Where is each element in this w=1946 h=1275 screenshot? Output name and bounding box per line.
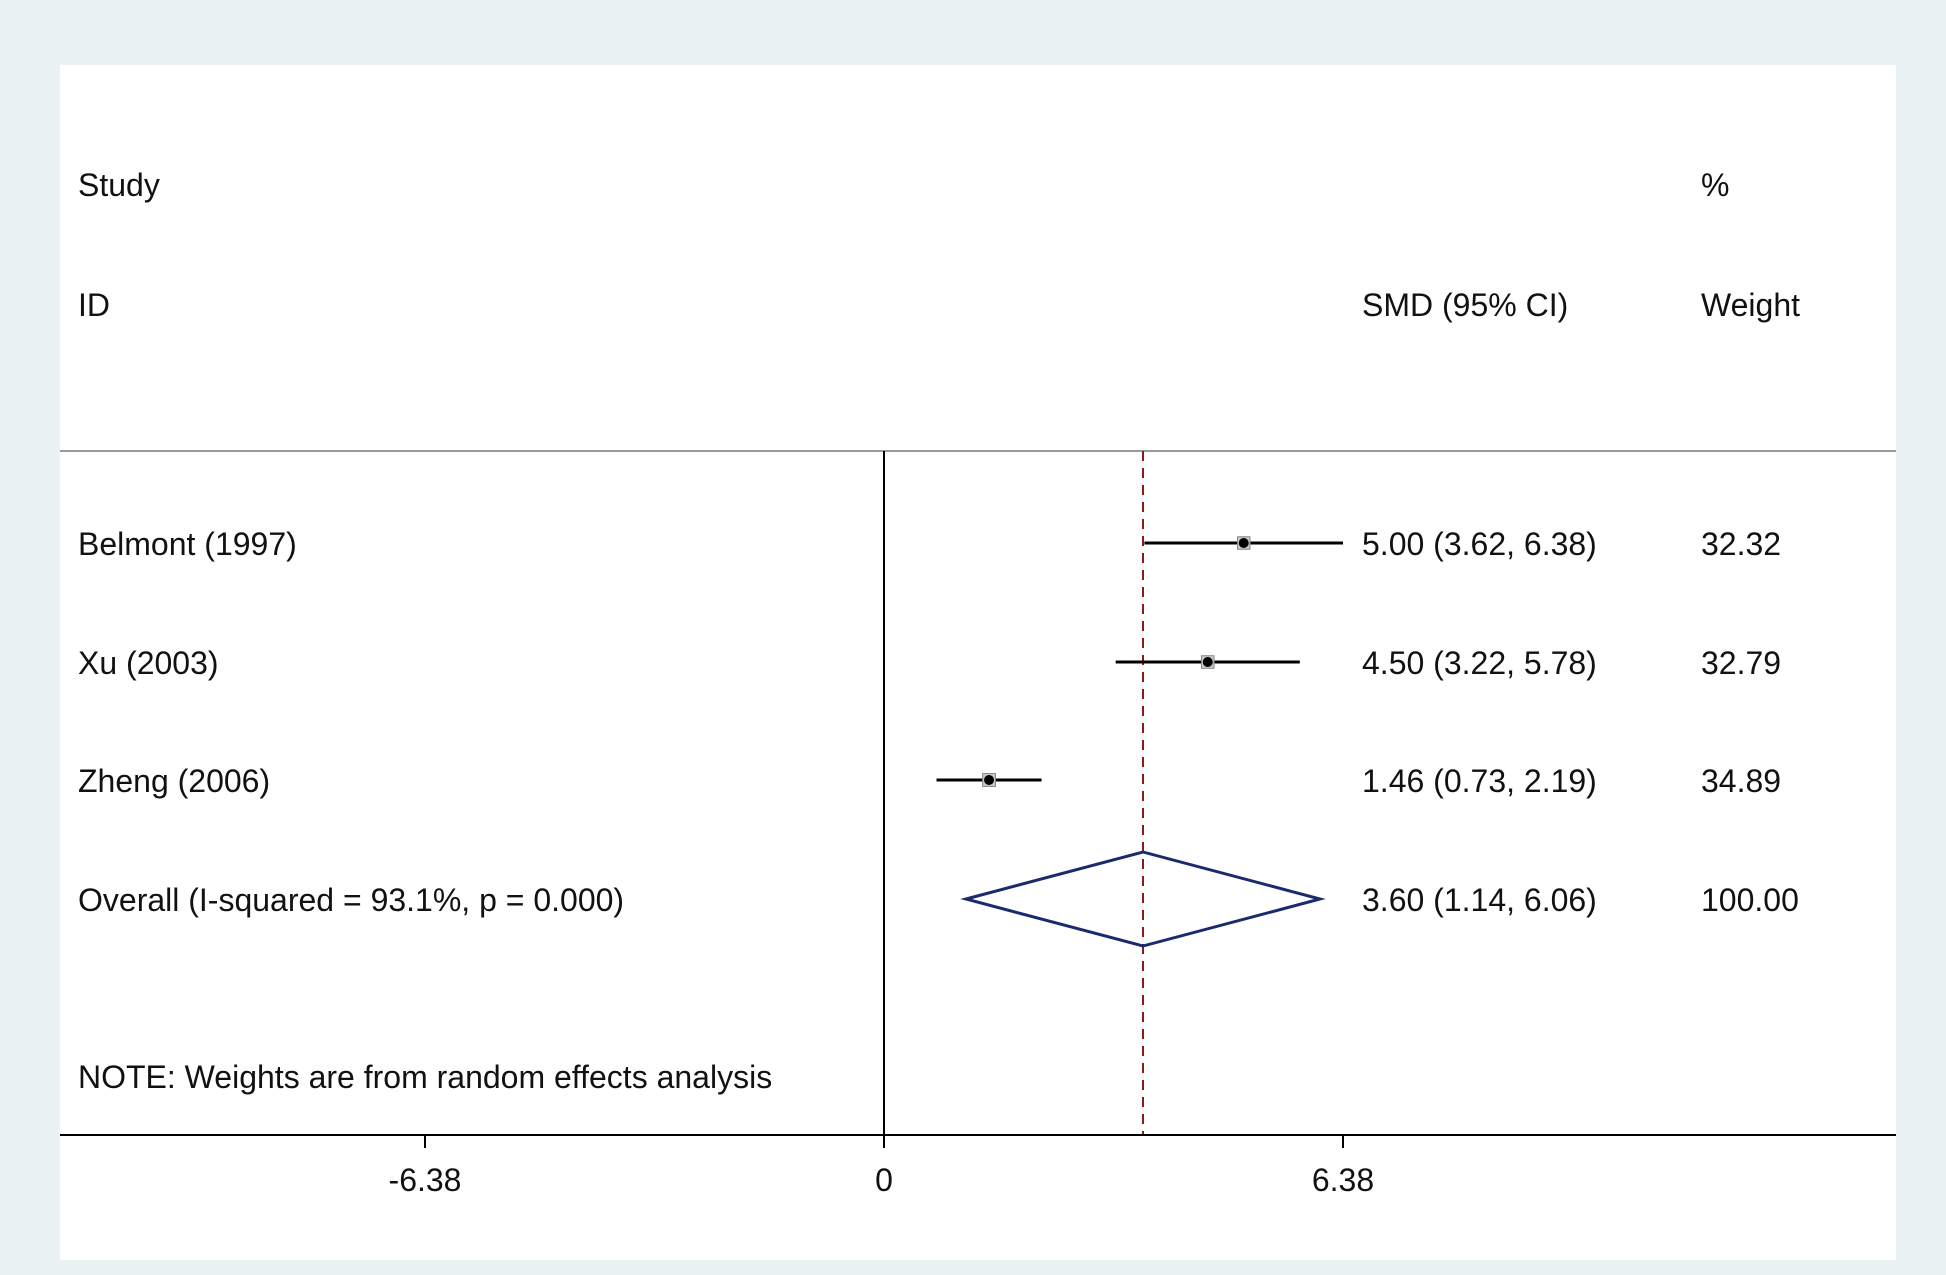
weight-text: 32.32 [1701,526,1781,562]
overall-ci-text: 3.60 (1.14, 6.06) [1362,882,1597,918]
study-label: Zheng (2006) [78,763,270,799]
study-label: Xu (2003) [78,645,219,681]
smd-header: SMD (95% CI) [1362,287,1568,323]
study-label: Belmont (1997) [78,526,297,562]
percent-header: % [1701,167,1729,203]
point-estimate [1238,538,1249,548]
ci-text: 4.50 (3.22, 5.78) [1362,645,1597,681]
plot-area: -6.38 0 6.38 Belmont (1997) 5.00 (3.62, 6.38… [60,451,1896,1198]
overall-diamond [960,850,1326,948]
weight-text: 32.79 [1701,645,1781,681]
weight-header: Weight [1701,287,1800,323]
id-header: ID [78,287,110,323]
point-estimate [984,775,995,785]
study-header: Study [78,167,160,203]
ci-text: 1.46 (0.73, 2.19) [1362,763,1597,799]
point-estimate [1202,657,1213,667]
plot-panel [60,65,1896,1260]
x-tick-label: 0 [875,1162,893,1198]
overall-label: Overall (I-squared = 93.1%, p = 0.000) [78,882,624,918]
x-tick-label: 6.38 [1312,1162,1374,1198]
weight-text: 34.89 [1701,763,1781,799]
ci-text: 5.00 (3.62, 6.38) [1362,526,1597,562]
footnote: NOTE: Weights are from random effects an… [78,1059,772,1095]
overall-weight-text: 100.00 [1701,882,1799,918]
x-tick-label: -6.38 [389,1162,462,1198]
